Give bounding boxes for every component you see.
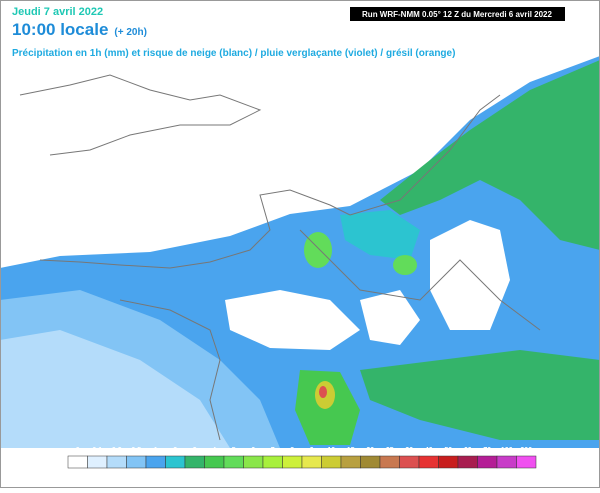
legend-swatch <box>87 455 108 469</box>
legend-label: 0.2 <box>112 447 122 454</box>
legend-swatch <box>360 455 381 469</box>
legend-label: 3 <box>193 447 197 454</box>
run-info: Run WRF-NMM 0.05° 12 Z du Mercredi 6 avr… <box>362 10 552 19</box>
legend-swatch <box>399 455 420 469</box>
legend-swatch <box>282 455 303 469</box>
precip-green <box>304 232 332 268</box>
copyright: Copyright © 2022 Meteociel.fr <box>237 470 364 480</box>
legend-swatch <box>321 455 342 469</box>
no-precip <box>360 290 420 345</box>
legend-label: 9 <box>310 447 314 454</box>
legend-label: 10 <box>327 447 335 454</box>
no-precip <box>430 220 510 330</box>
precip-green <box>380 60 600 250</box>
legend-swatch <box>340 455 361 469</box>
legend-swatch <box>496 455 517 469</box>
precip-green <box>393 255 417 275</box>
legend-swatch <box>106 455 127 469</box>
legend-label: 100 <box>501 447 513 454</box>
legend: 0 0.1 0.2 0.5 1 2 3 4 5 6 7 8 9 10 15 20 25 30 40 50 60 70 100… <box>67 447 537 469</box>
legend-label: 25 <box>386 447 394 454</box>
legend-swatch <box>262 455 283 469</box>
legend-label: 2 <box>173 447 177 454</box>
legend-label: 30 <box>405 447 413 454</box>
legend-swatch <box>204 455 225 469</box>
legend-swatch <box>184 455 205 469</box>
run-box <box>350 7 565 21</box>
legend-label: 7 <box>271 447 275 454</box>
legend-label: 15 <box>347 447 355 454</box>
legend-label: 0.5 <box>131 447 141 454</box>
time-main: 10:00 locale <box>12 20 108 39</box>
legend-swatch <box>418 455 439 469</box>
legend-swatch <box>438 455 459 469</box>
legend-label: 1 <box>154 447 158 454</box>
legend-label: 20 <box>366 447 374 454</box>
legend-swatch <box>301 455 322 469</box>
legend-label: 8 <box>290 447 294 454</box>
legend-label: 5 <box>232 447 236 454</box>
precip-green <box>340 210 420 260</box>
coastlines <box>19 74 541 441</box>
legend-label: 0.1 <box>92 447 102 454</box>
legend-label: 6 <box>251 447 255 454</box>
legend-label: 50 <box>444 447 452 454</box>
legend-label: 0 <box>76 447 80 454</box>
legend-swatch <box>379 455 400 469</box>
legend-label: 4 <box>212 447 216 454</box>
legend-swatch <box>457 455 478 469</box>
subtitle: Précipitation en 1h (mm) et risque de ne… <box>12 48 455 59</box>
time: 10:00 locale (+ 20h) <box>12 20 147 39</box>
legend-swatch <box>67 455 88 469</box>
legend-label: 200 <box>520 447 532 454</box>
legend-swatch <box>165 455 186 469</box>
legend-label: 60 <box>464 447 472 454</box>
legend-swatch <box>223 455 244 469</box>
precip-green <box>360 350 600 440</box>
legend-swatch <box>243 455 264 469</box>
legend-swatch <box>516 455 537 469</box>
no-precip <box>225 290 360 350</box>
precip-red <box>319 386 327 398</box>
legend-swatch <box>145 455 166 469</box>
legend-swatch <box>477 455 498 469</box>
legend-swatch <box>126 455 147 469</box>
offset: (+ 20h) <box>114 27 147 38</box>
legend-label: 40 <box>425 447 433 454</box>
date: Jeudi 7 avril 2022 <box>12 6 103 18</box>
legend-label: 70 <box>483 447 491 454</box>
precip-lighter <box>0 330 230 448</box>
